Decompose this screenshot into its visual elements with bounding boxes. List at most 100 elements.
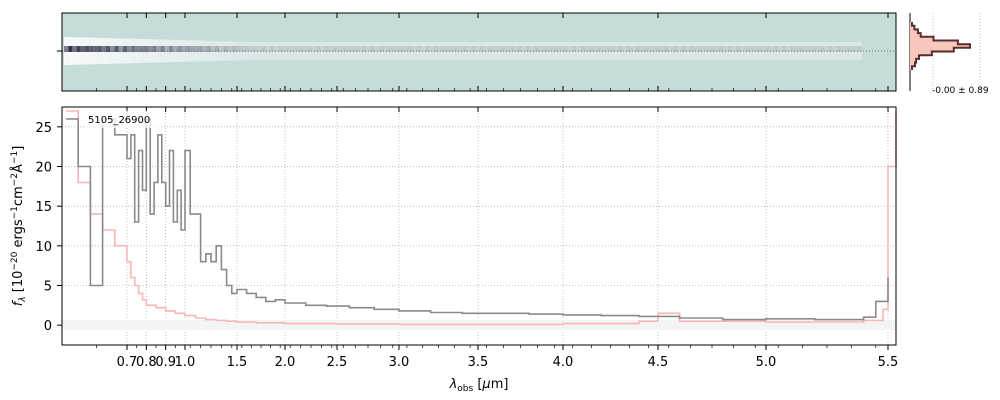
trace-column-bright: [841, 42, 846, 60]
trace-column-core: [601, 46, 606, 52]
trace-column-core: [689, 46, 694, 52]
trace-column-bright: [559, 42, 564, 60]
trace-column-core: [542, 46, 547, 52]
trace-column-core: [773, 46, 778, 52]
trace-column-core: [715, 46, 720, 52]
trace-column-bright: [677, 42, 682, 60]
trace-column-bright: [446, 42, 451, 60]
trace-column-core: [463, 46, 468, 52]
trace-column-bright: [803, 42, 808, 60]
trace-column-bright: [610, 42, 615, 60]
trace-column-bright: [719, 42, 724, 60]
trace-column-core: [589, 46, 594, 52]
trace-column-bright: [215, 41, 220, 61]
trace-column-core: [295, 46, 300, 52]
trace-column-core: [152, 46, 157, 52]
trace-column-core: [610, 46, 615, 52]
trace-column-core: [761, 46, 766, 52]
x-tick-label: 5.5: [878, 355, 899, 370]
trace-column-core: [299, 46, 304, 52]
trace-column-core: [248, 46, 253, 52]
trace-column-bright: [278, 42, 283, 60]
trace-column-bright: [341, 42, 346, 60]
trace-column-core: [752, 46, 757, 52]
trace-column-core: [198, 46, 203, 52]
x-tick-label: 5.0: [756, 355, 777, 370]
trace-column-core: [702, 46, 707, 52]
trace-column-core: [534, 46, 539, 52]
trace-column-core: [555, 46, 560, 52]
trace-column-bright: [614, 42, 619, 60]
trace-column-core: [580, 46, 585, 52]
trace-column-core: [370, 46, 375, 52]
trace-column-core: [584, 46, 589, 52]
trace-column-core: [576, 46, 581, 52]
trace-column-core: [471, 46, 476, 52]
trace-column-bright: [820, 42, 825, 60]
trace-column-core: [673, 46, 678, 52]
trace-column-core: [215, 46, 220, 52]
trace-column-core: [80, 46, 85, 52]
x-axis-label: λobs [μm]: [449, 377, 509, 394]
trace-column-bright: [320, 42, 325, 60]
trace-column-core: [202, 46, 207, 52]
profile-annotation: -0.00 ± 0.89: [932, 86, 989, 96]
trace-column-bright: [664, 42, 669, 60]
trace-column-core: [324, 46, 329, 52]
trace-column-core: [122, 46, 127, 52]
trace-column-bright: [244, 41, 249, 61]
trace-column-core: [101, 46, 106, 52]
trace-column-core: [274, 46, 279, 52]
trace-column-core: [379, 46, 384, 52]
trace-column-core: [828, 46, 833, 52]
trace-column-core: [362, 46, 367, 52]
trace-column-core: [232, 46, 237, 52]
trace-column-core: [832, 46, 837, 52]
x-tick-label: 2.5: [327, 355, 348, 370]
trace-column-bright: [475, 42, 480, 60]
trace-column-core: [64, 46, 69, 52]
trace-column-bright: [521, 42, 526, 60]
trace-column-core: [328, 46, 333, 52]
trace-column-bright: [752, 42, 757, 60]
trace-column-core: [626, 46, 631, 52]
trace-column-core: [332, 46, 337, 52]
trace-column-bright: [181, 40, 186, 62]
trace-column-bright: [194, 40, 199, 62]
trace-column-core: [446, 46, 451, 52]
trace-column-core: [106, 46, 111, 52]
trace-column-bright: [404, 42, 409, 60]
trace-column-core: [173, 46, 178, 52]
trace-column-bright: [148, 39, 153, 63]
trace-column-core: [127, 46, 132, 52]
trace-column-core: [740, 46, 745, 52]
trace-column-core: [547, 46, 552, 52]
x-tick-label: 0.7: [117, 355, 138, 370]
trace-column-bright: [673, 42, 678, 60]
x-tick-label: 0.8: [136, 355, 157, 370]
trace-column-core: [223, 46, 228, 52]
trace-column-core: [211, 46, 216, 52]
trace-column-bright: [463, 42, 468, 60]
trace-column-bright: [311, 42, 316, 60]
trace-column-bright: [118, 38, 123, 64]
x-tick-label: 4.0: [553, 355, 574, 370]
trace-column-bright: [505, 42, 510, 60]
trace-column-core: [509, 46, 514, 52]
trace-column-core: [593, 46, 598, 52]
trace-column-core: [425, 46, 430, 52]
trace-column-bright: [496, 42, 501, 60]
trace-column-bright: [362, 42, 367, 60]
trace-column-bright: [374, 42, 379, 60]
profile-panel: -0.00 ± 0.89: [909, 13, 989, 96]
main-series: [66, 110, 897, 326]
trace-column-bright: [383, 42, 388, 60]
trace-column-core: [656, 46, 661, 52]
trace-column-core: [841, 46, 846, 52]
trace-column-core: [647, 46, 652, 52]
trace-column-core: [265, 46, 270, 52]
trace-column-bright: [593, 42, 598, 60]
trace-column-core: [131, 46, 136, 52]
trace-column-core: [668, 46, 673, 52]
trace-column-bright: [236, 41, 241, 61]
